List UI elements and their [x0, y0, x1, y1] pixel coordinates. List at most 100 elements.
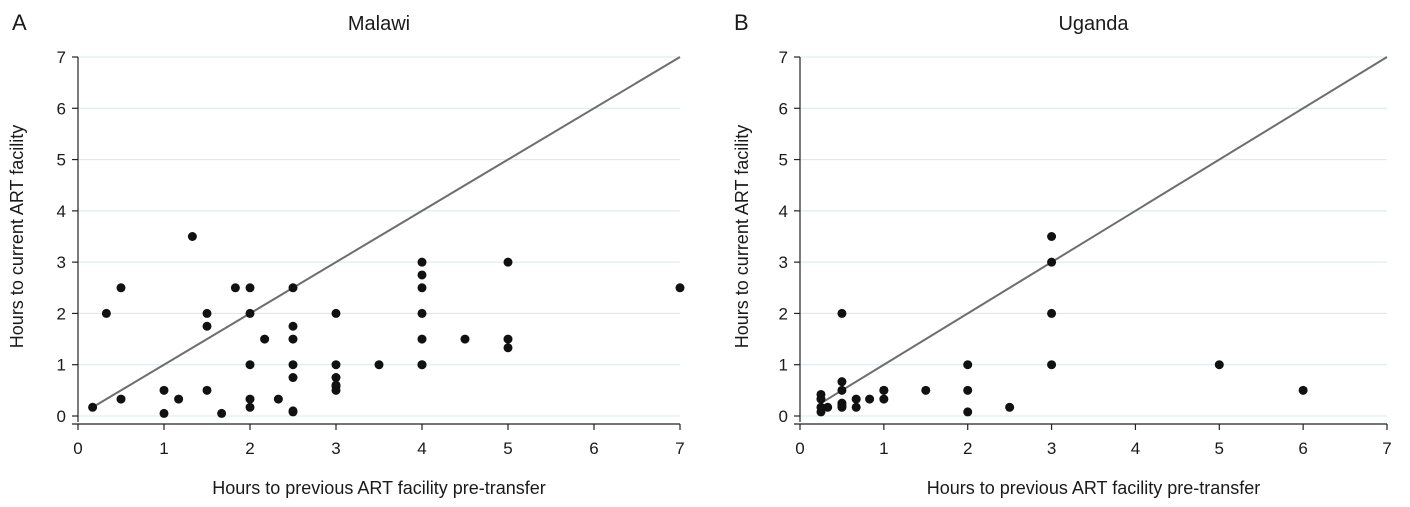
x-tick-label: 3 — [331, 439, 340, 458]
x-tick-label: 4 — [1131, 439, 1140, 458]
data-point — [116, 283, 126, 293]
x-tick-label: 6 — [1298, 439, 1307, 458]
y-tick-label: 3 — [779, 253, 788, 272]
data-point — [331, 360, 341, 370]
x-axis-label: Hours to previous ART facility pre-trans… — [212, 478, 545, 498]
reference-line — [820, 56, 1388, 405]
data-point — [816, 407, 826, 417]
y-tick-label: 7 — [779, 48, 788, 67]
data-point — [331, 380, 341, 390]
data-point — [245, 360, 255, 370]
data-point — [88, 402, 98, 412]
data-point — [101, 308, 111, 318]
chart-title: Malawi — [348, 13, 410, 35]
data-point — [417, 360, 427, 370]
data-point — [851, 402, 861, 412]
data-point — [816, 394, 826, 404]
data-point — [159, 385, 169, 395]
data-point — [503, 343, 513, 353]
data-point — [837, 402, 847, 412]
data-point — [837, 308, 847, 318]
y-axis-label: Hours to current ART facility — [732, 125, 752, 348]
data-point — [921, 385, 931, 395]
data-point — [460, 334, 470, 344]
x-tick-label: 2 — [245, 439, 254, 458]
reference-line — [92, 56, 681, 409]
y-tick-label: 6 — [57, 99, 66, 118]
x-tick-label: 4 — [417, 439, 426, 458]
data-point — [963, 385, 973, 395]
data-point — [417, 334, 427, 344]
y-tick-label: 2 — [57, 304, 66, 323]
x-tick-label: 5 — [1215, 439, 1224, 458]
data-point — [217, 408, 227, 418]
y-tick-label: 1 — [57, 356, 66, 375]
x-tick-label: 5 — [503, 439, 512, 458]
data-point — [1214, 360, 1224, 370]
data-point — [288, 321, 298, 331]
y-tick-label: 2 — [779, 304, 788, 323]
data-point — [823, 402, 833, 412]
data-point — [1047, 257, 1057, 267]
data-point — [288, 360, 298, 370]
x-tick-label: 7 — [1382, 439, 1391, 458]
data-point — [202, 321, 212, 331]
data-point — [245, 308, 255, 318]
data-point — [159, 408, 169, 418]
data-point — [1047, 308, 1057, 318]
data-point — [837, 385, 847, 395]
data-point — [187, 232, 197, 241]
y-tick-label: 5 — [779, 151, 788, 170]
panel-letter: B — [734, 10, 749, 35]
x-tick-label: 2 — [963, 439, 972, 458]
x-tick-label: 1 — [159, 439, 168, 458]
data-point — [288, 334, 298, 344]
chart-title: Uganda — [1058, 13, 1129, 35]
data-point — [879, 394, 889, 404]
y-tick-label: 5 — [57, 151, 66, 170]
data-point — [331, 308, 341, 318]
data-point — [202, 385, 212, 395]
data-point — [174, 394, 184, 404]
data-point — [417, 270, 427, 280]
data-point — [245, 402, 255, 412]
x-tick-label: 7 — [675, 439, 684, 458]
data-point — [851, 394, 861, 404]
y-tick-label: 7 — [57, 48, 66, 67]
y-tick-label: 0 — [57, 407, 66, 426]
data-point — [1298, 385, 1308, 395]
data-point — [202, 308, 212, 318]
x-tick-label: 3 — [1047, 439, 1056, 458]
y-tick-label: 0 — [779, 407, 788, 426]
x-tick-label: 6 — [589, 439, 598, 458]
data-point — [288, 373, 298, 383]
data-point — [245, 394, 255, 404]
data-point — [963, 407, 973, 417]
data-point — [503, 257, 513, 267]
data-point — [417, 257, 427, 267]
data-point — [963, 360, 973, 370]
data-point — [245, 283, 255, 293]
x-axis-label: Hours to previous ART facility pre-trans… — [927, 478, 1260, 498]
data-point — [417, 308, 427, 318]
y-tick-label: 3 — [57, 253, 66, 272]
y-tick-label: 4 — [779, 202, 788, 221]
data-point — [1047, 232, 1057, 241]
y-tick-label: 4 — [57, 202, 66, 221]
data-point — [230, 283, 240, 293]
panel-b: 0 1 2 3 4 5 6 7 0 1 2 3 4 5 6 7 B Uganda Hours to previous… — [732, 10, 1392, 498]
x-tick-label: 0 — [73, 439, 82, 458]
data-point — [879, 385, 889, 395]
x-tick-label: 1 — [879, 439, 888, 458]
data-point — [331, 373, 341, 383]
data-point — [374, 360, 384, 370]
data-point — [1005, 402, 1015, 412]
data-point — [288, 407, 298, 417]
data-point — [288, 283, 298, 293]
data-point — [1047, 360, 1057, 370]
data-point — [273, 394, 283, 404]
y-tick-label: 6 — [779, 99, 788, 118]
data-point — [417, 283, 427, 293]
